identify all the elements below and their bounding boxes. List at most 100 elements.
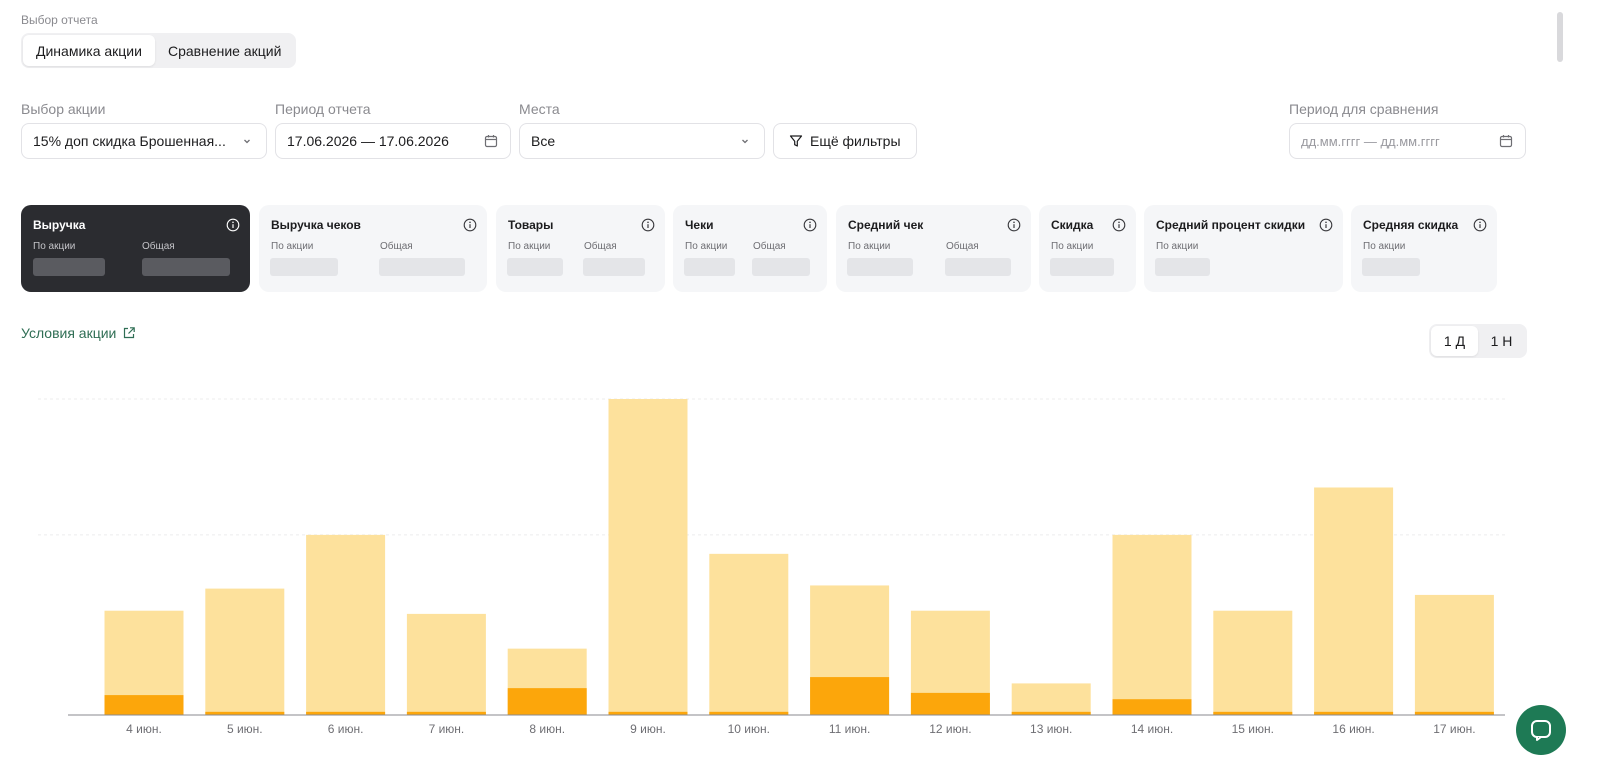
info-icon <box>1112 218 1126 232</box>
tab-comparison[interactable]: Сравнение акций <box>155 35 294 66</box>
x-tick-label: 6 июн. <box>328 722 364 736</box>
info-icon <box>463 218 477 232</box>
chat-button[interactable] <box>1516 705 1566 755</box>
metric-card-title: Средний чек <box>848 218 1019 232</box>
period-picker[interactable]: 17.06.2026 — 17.06.2026 <box>275 123 511 159</box>
calendar-icon <box>483 133 499 149</box>
x-tick-label: 13 июн. <box>1030 722 1072 736</box>
bar-total[interactable] <box>1314 487 1393 715</box>
metric-sub-label: По акции <box>1156 241 1198 252</box>
chevron-down-icon <box>737 133 753 149</box>
promo-terms-link[interactable]: Условия акции <box>21 325 136 341</box>
external-link-icon <box>122 326 136 340</box>
bar-promo[interactable] <box>105 695 184 715</box>
granularity-week[interactable]: 1 Н <box>1478 326 1525 356</box>
tab-dynamics[interactable]: Динамика акции <box>23 35 155 66</box>
x-tick-label: 12 июн. <box>929 722 971 736</box>
metric-sub-label: По акции <box>271 241 380 252</box>
bar-total[interactable] <box>1113 535 1192 715</box>
metric-card-title: Средний процент скидки <box>1156 218 1331 232</box>
more-filters-button[interactable]: Ещё фильтры <box>773 123 917 159</box>
places-select[interactable]: Все <box>519 123 765 159</box>
info-icon <box>1473 218 1487 232</box>
metric-sub-label: Общая <box>380 241 413 252</box>
bar-total[interactable] <box>609 399 688 715</box>
x-tick-label: 10 июн. <box>728 722 770 736</box>
bar-total[interactable] <box>1415 595 1494 715</box>
period-label: Период отчета <box>275 101 371 117</box>
x-tick-label: 5 июн. <box>227 722 263 736</box>
bar-total[interactable] <box>306 535 385 715</box>
bar-promo[interactable] <box>810 677 889 715</box>
chat-icon <box>1528 717 1554 743</box>
info-icon <box>1007 218 1021 232</box>
metric-sub-label: Общая <box>946 241 979 252</box>
metric-card-discount[interactable]: Скидка По акции <box>1039 205 1136 292</box>
places-value: Все <box>531 133 729 149</box>
hidden-value <box>379 258 465 276</box>
metric-sub-label: Общая <box>584 241 617 252</box>
filter-icon <box>789 134 803 148</box>
metric-sub-label: По акции <box>508 241 584 252</box>
promo-select-label: Выбор акции <box>21 101 105 117</box>
hidden-value <box>1155 258 1210 276</box>
metric-card-title: Товары <box>508 218 653 232</box>
bar-total[interactable] <box>1213 611 1292 715</box>
compare-period-picker[interactable]: дд.мм.гггг — дд.мм.гггг <box>1289 123 1526 159</box>
metric-sub-label: По акции <box>685 241 753 252</box>
metric-card-title: Средняя скидка <box>1363 218 1485 232</box>
x-tick-label: 15 июн. <box>1232 722 1274 736</box>
period-value: 17.06.2026 — 17.06.2026 <box>287 133 475 149</box>
bar-promo[interactable] <box>911 693 990 715</box>
bar-promo[interactable] <box>508 688 587 715</box>
x-tick-label: 11 июн. <box>829 722 870 736</box>
more-filters-label: Ещё фильтры <box>810 133 901 149</box>
promo-select[interactable]: 15% доп скидка Брошенная... <box>21 123 267 159</box>
x-tick-label: 17 июн. <box>1433 722 1475 736</box>
compare-period-placeholder: дд.мм.гггг — дд.мм.гггг <box>1301 134 1490 149</box>
x-tick-label: 7 июн. <box>429 722 465 736</box>
metric-sub-label: По акции <box>1051 241 1093 252</box>
revenue-bar-chart: 4 июн. 5 июн. 6 июн. 7 июн. 8 июн. 9 июн. 10 и… <box>0 380 1540 771</box>
metric-sub-label: Общая <box>142 241 175 252</box>
compare-period-label: Период для сравнения <box>1289 101 1438 117</box>
metric-card-avg-discount-percent[interactable]: Средний процент скидки По акции <box>1144 205 1343 292</box>
info-icon <box>1319 218 1333 232</box>
metric-card-revenue[interactable]: Выручка По акции Общая <box>21 205 250 292</box>
metric-sub-label: По акции <box>848 241 946 252</box>
report-type-switch: Динамика акции Сравнение акций <box>21 33 296 68</box>
metric-sub-label: По акции <box>33 241 142 252</box>
scrollbar[interactable] <box>1557 12 1563 62</box>
hidden-value <box>752 258 810 276</box>
places-label: Места <box>519 101 560 117</box>
info-icon <box>803 218 817 232</box>
metric-card-products[interactable]: Товары По акции Общая <box>496 205 665 292</box>
metric-card-avg-discount[interactable]: Средняя скидка По акции <box>1351 205 1497 292</box>
info-icon <box>641 218 655 232</box>
x-tick-label: 14 июн. <box>1131 722 1173 736</box>
bar-total[interactable] <box>1012 683 1091 715</box>
x-tick-label: 9 июн. <box>630 722 666 736</box>
granularity-day[interactable]: 1 Д <box>1431 326 1478 356</box>
hidden-value <box>945 258 1011 276</box>
promo-select-value: 15% доп скидка Брошенная... <box>33 133 231 149</box>
metric-sub-label: По акции <box>1363 241 1405 252</box>
metric-card-check-revenue[interactable]: Выручка чеков По акции Общая <box>259 205 487 292</box>
bar-total[interactable] <box>709 554 788 715</box>
hidden-value <box>1362 258 1420 276</box>
x-tick-label: 4 июн. <box>126 722 162 736</box>
calendar-icon <box>1498 133 1514 149</box>
metric-card-checks[interactable]: Чеки По акции Общая <box>673 205 827 292</box>
info-icon <box>226 218 240 232</box>
hidden-value <box>507 258 563 276</box>
hidden-value <box>142 258 230 276</box>
bar-total[interactable] <box>205 589 284 715</box>
chevron-down-icon <box>239 133 255 149</box>
hidden-value <box>270 258 338 276</box>
metric-card-title: Выручка чеков <box>271 218 475 232</box>
bar-promo[interactable] <box>1113 699 1192 715</box>
metric-card-avg-check[interactable]: Средний чек По акции Общая <box>836 205 1031 292</box>
metric-sub-label: Общая <box>753 241 786 252</box>
hidden-value <box>33 258 105 276</box>
bar-total[interactable] <box>407 614 486 715</box>
